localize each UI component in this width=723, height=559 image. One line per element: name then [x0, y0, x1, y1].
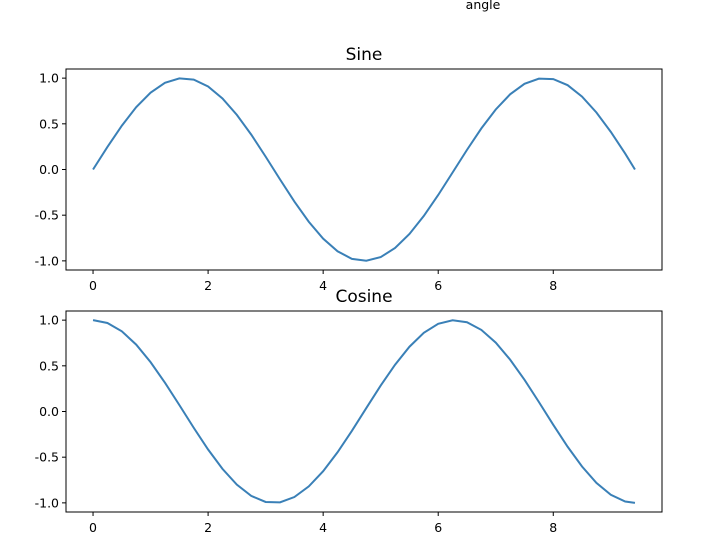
chart-title: Sine: [346, 45, 383, 65]
x-tick-label: 4: [319, 520, 327, 535]
x-tick-label: 6: [434, 520, 442, 535]
y-tick-label: 0.5: [39, 116, 59, 131]
y-tick-label: 1.0: [39, 313, 59, 328]
chart-title: Cosine: [335, 287, 392, 307]
x-tick-label: 0: [89, 520, 97, 535]
series-line-cosine: [92, 319, 636, 504]
x-tick-label: 8: [549, 278, 557, 293]
chart-panel-sine: Sine 0 2 4 6 8 1.0 0.5 0.0 -0.5 -1.0: [35, 45, 663, 293]
y-tick-label: -0.5: [35, 208, 59, 223]
y-tick-label: 0.0: [39, 404, 59, 419]
top-axis-label: angle: [466, 0, 501, 12]
x-tick-label: 4: [319, 278, 327, 293]
series-line-sine: [92, 77, 636, 262]
chart-panel-cosine: Cosine 0 2 4 6 8 1.0 0.5 0.0 -0.5 -1.0: [35, 287, 663, 535]
x-tick-label: 6: [434, 278, 442, 293]
y-tick-label: -0.5: [35, 450, 59, 465]
x-tick-label: 8: [549, 520, 557, 535]
y-tick-label: -1.0: [35, 253, 59, 268]
y-tick-label: -1.0: [35, 495, 59, 510]
x-tick-label: 2: [204, 278, 212, 293]
y-tick-label: 1.0: [39, 71, 59, 86]
plot-frame: [65, 68, 663, 271]
y-tick-label: 0.5: [39, 358, 59, 373]
x-tick-label: 2: [204, 520, 212, 535]
x-tick-label: 0: [89, 278, 97, 293]
y-tick-label: 0.0: [39, 162, 59, 177]
